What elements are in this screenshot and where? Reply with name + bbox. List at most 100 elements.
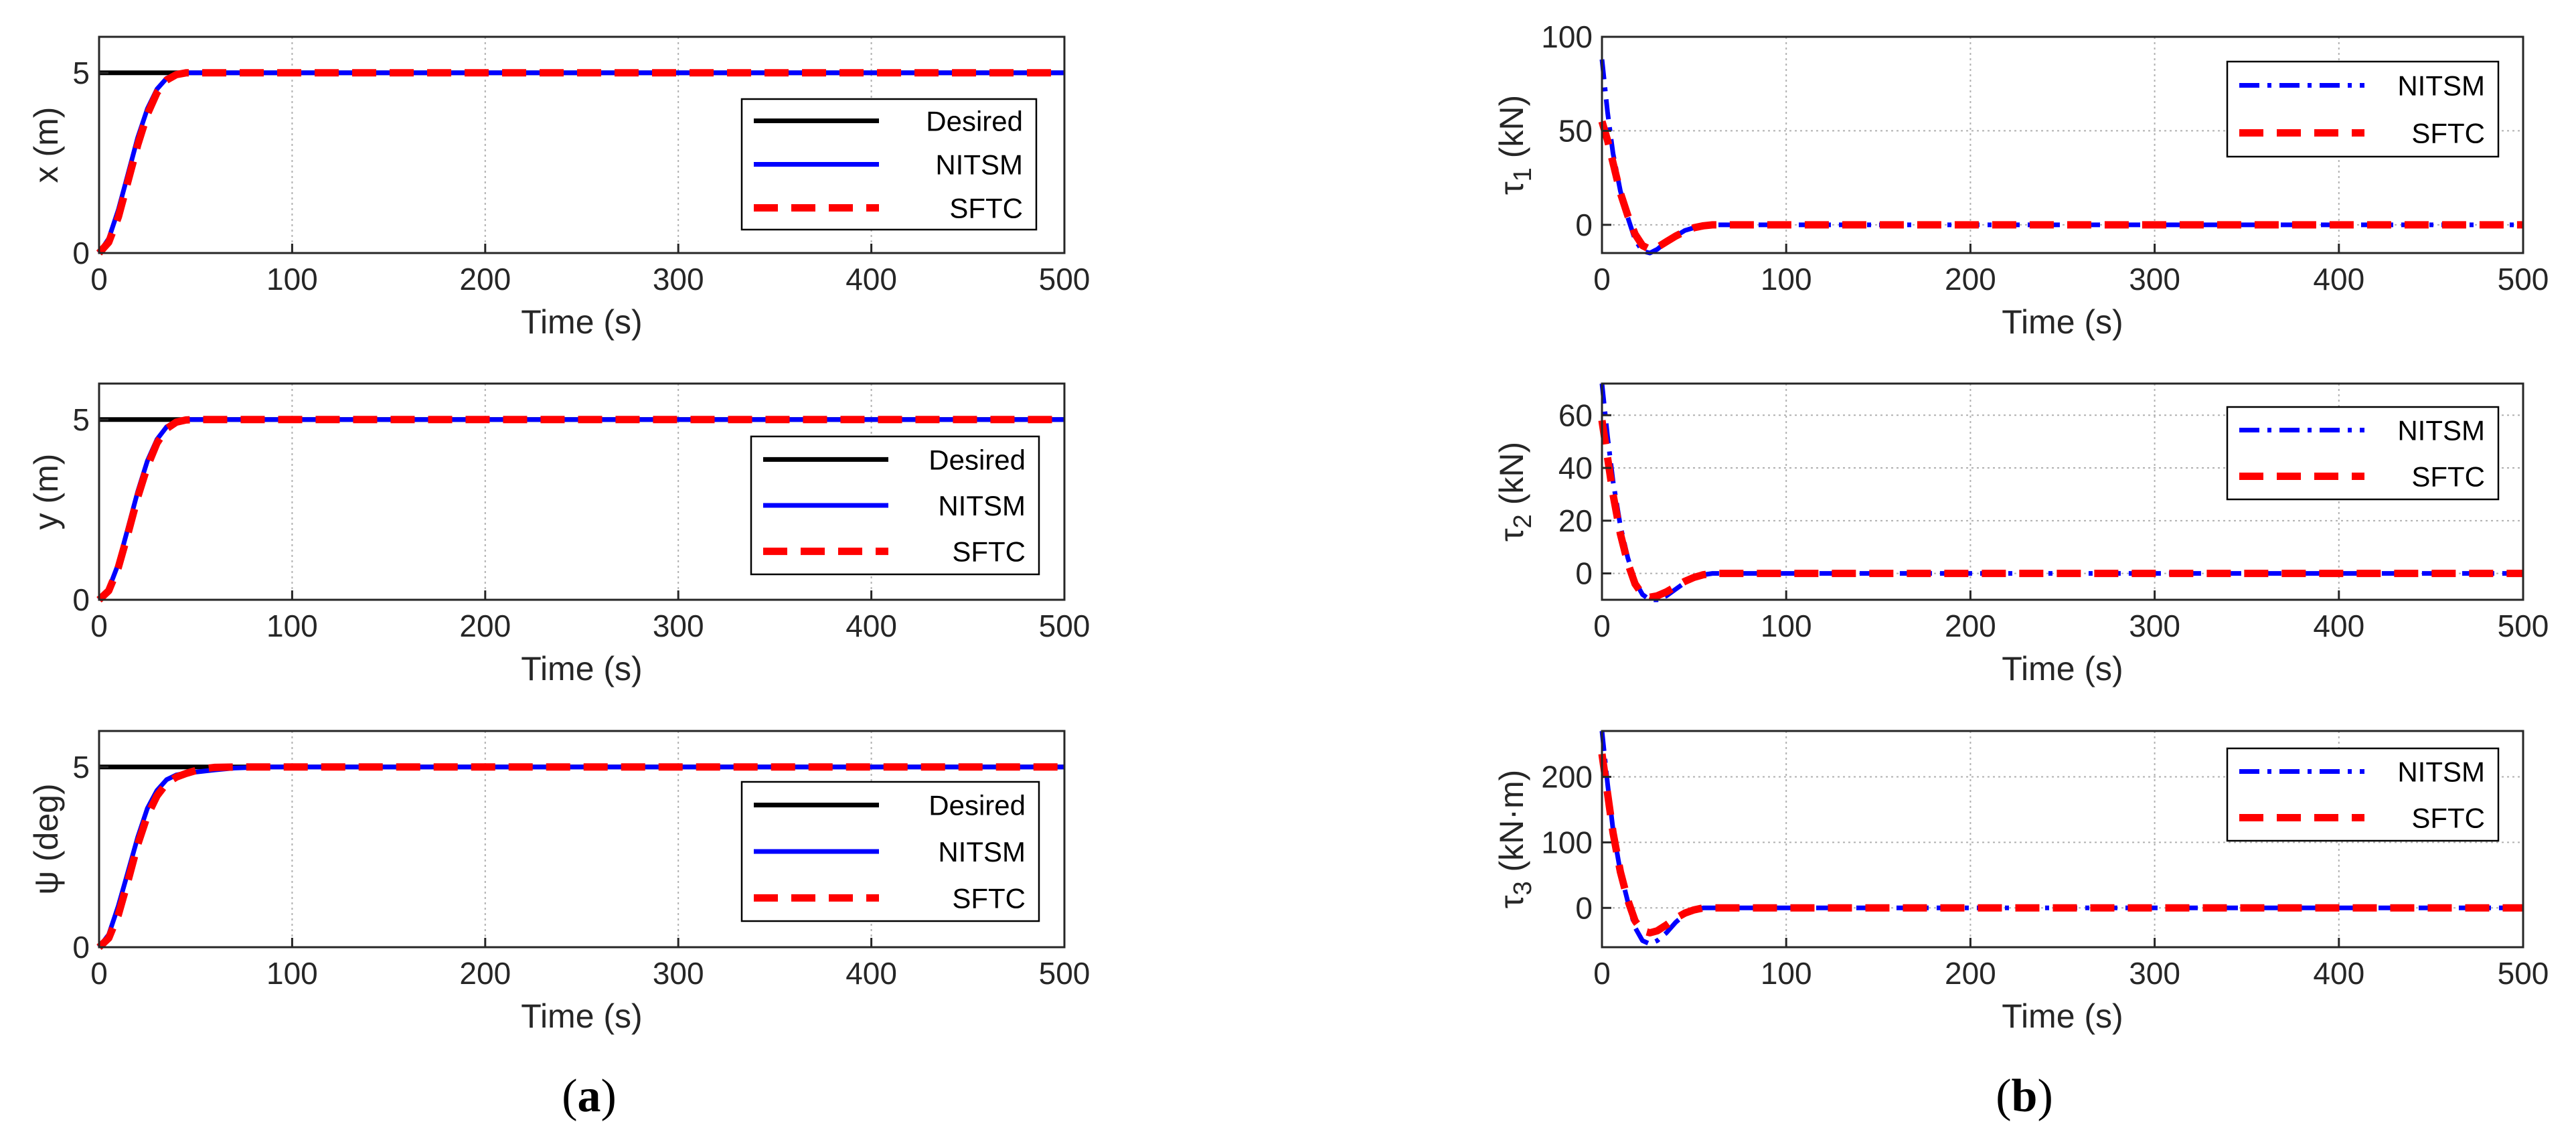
axes-box bbox=[1601, 382, 2524, 601]
y-tick-label: 5 bbox=[72, 56, 90, 90]
legend-label-nitsm: NITSM bbox=[938, 836, 1026, 868]
y-tick-label: 5 bbox=[72, 750, 90, 785]
x-tick-label: 500 bbox=[1039, 608, 1091, 643]
x-tick-label: 200 bbox=[1945, 608, 1996, 643]
y-axis-label-text: y (m) bbox=[27, 454, 65, 530]
x-tick-label: 100 bbox=[266, 262, 318, 297]
x-tick-label: 400 bbox=[2313, 608, 2364, 643]
y-tick-label: 0 bbox=[72, 930, 90, 965]
y-axis-label-unit: (kN·m) bbox=[1493, 770, 1530, 882]
y-tick-label: 0 bbox=[1575, 556, 1593, 591]
series-line-sftc bbox=[1598, 120, 2523, 253]
legend: NITSM SFTC bbox=[2226, 60, 2500, 158]
y-axis-label: x (m) bbox=[27, 107, 65, 183]
y-axis-label: τ1 (kN) bbox=[1493, 95, 1537, 195]
x-tick-label: 500 bbox=[1039, 262, 1091, 297]
x-tick-label: 100 bbox=[1761, 956, 1812, 991]
series-line-nitsm bbox=[1599, 59, 2523, 256]
panel-b-caption-letter: b bbox=[2012, 1070, 2038, 1122]
x-axis-label: Time (s) bbox=[521, 997, 642, 1035]
legend-box bbox=[2226, 747, 2500, 842]
x-tick-label: 0 bbox=[90, 262, 108, 297]
panel-b-caption-open: ( bbox=[1996, 1070, 2011, 1122]
panel-b-caption: (b) bbox=[1996, 1070, 2053, 1122]
y-axis-label-text: x (m) bbox=[27, 107, 65, 183]
x-tick-label: 300 bbox=[2129, 262, 2180, 297]
y-tick-label: 100 bbox=[1541, 19, 1593, 54]
y-axis-label-symbol: τ bbox=[1493, 895, 1530, 908]
y-tick-label: 200 bbox=[1541, 760, 1593, 795]
legend-label-sftc: SFTC bbox=[949, 193, 1023, 224]
chart-b2: 0 100 200 300 400 500 0 20 40 60 Time (s) τ2 (kN) NI… bbox=[1493, 382, 2549, 687]
x-tick-label: 0 bbox=[1593, 608, 1611, 643]
series-line-sftc bbox=[96, 69, 1064, 256]
panel-a-caption: (a) bbox=[562, 1070, 617, 1122]
x-tick-label: 300 bbox=[2129, 956, 2180, 991]
y-axis-label: y (m) bbox=[27, 454, 65, 530]
x-tick-label: 200 bbox=[459, 956, 511, 991]
axes-box bbox=[1601, 35, 2524, 254]
panel-a-caption-close: ) bbox=[601, 1070, 617, 1122]
panel-a-caption-open: ( bbox=[562, 1070, 577, 1122]
axes-box bbox=[1601, 730, 2524, 949]
axes-box bbox=[98, 382, 1066, 601]
legend: Desired NITSM SFTC bbox=[740, 98, 1038, 231]
legend: NITSM SFTC bbox=[2226, 747, 2500, 842]
legend-label-nitsm: NITSM bbox=[938, 490, 1026, 521]
x-tick-label: 500 bbox=[2498, 262, 2549, 297]
legend-label-sftc: SFTC bbox=[952, 882, 1026, 914]
legend: Desired NITSM SFTC bbox=[750, 435, 1040, 576]
y-axis-label-symbol: τ bbox=[1493, 528, 1530, 542]
y-axis-label: τ3 (kN·m) bbox=[1493, 770, 1537, 909]
y-tick-label: 0 bbox=[72, 582, 90, 617]
chart-b1: 0 100 200 300 400 500 0 50 100 Time (s) τ1 (kN) NIT… bbox=[1493, 19, 2549, 341]
axes-box bbox=[98, 35, 1066, 254]
y-tick-label: 5 bbox=[72, 402, 90, 437]
x-tick-label: 100 bbox=[266, 956, 318, 991]
x-tick-label: 200 bbox=[1945, 956, 1996, 991]
x-tick-label: 100 bbox=[266, 608, 318, 643]
x-tick-label: 300 bbox=[2129, 608, 2180, 643]
legend-label-nitsm: NITSM bbox=[935, 149, 1023, 181]
legend-label-desired: Desired bbox=[929, 790, 1026, 821]
chart-a3: 0 100 200 300 400 500 0 5 Time (s) ψ (deg) Desired… bbox=[27, 730, 1090, 1035]
x-axis-label: Time (s) bbox=[521, 303, 642, 341]
legend-label-desired: Desired bbox=[926, 106, 1023, 137]
series-line-sftc bbox=[1598, 420, 2523, 601]
y-axis-label: τ2 (kN) bbox=[1493, 442, 1537, 542]
x-tick-label: 500 bbox=[2498, 608, 2549, 643]
y-axis-label-text: ψ (deg) bbox=[27, 783, 65, 894]
y-axis-label-unit: (kN) bbox=[1493, 442, 1530, 514]
legend-label-desired: Desired bbox=[929, 444, 1026, 475]
y-axis-label-subscript: 3 bbox=[1509, 881, 1537, 895]
x-tick-label: 500 bbox=[2498, 956, 2549, 991]
x-axis-label: Time (s) bbox=[2002, 650, 2123, 687]
x-tick-label: 0 bbox=[90, 608, 108, 643]
y-tick-label: 40 bbox=[1558, 451, 1593, 485]
x-tick-label: 0 bbox=[90, 956, 108, 991]
chart-a1: 0 100 200 300 400 500 0 5 Time (s) x (m) Desired NI… bbox=[27, 35, 1091, 341]
y-axis-label-subscript: 1 bbox=[1509, 167, 1537, 181]
y-tick-label: 100 bbox=[1541, 825, 1593, 860]
x-tick-label: 100 bbox=[1761, 608, 1812, 643]
legend: Desired NITSM SFTC bbox=[740, 781, 1040, 922]
x-axis-label: Time (s) bbox=[2002, 303, 2123, 341]
series-line-sftc bbox=[96, 416, 1064, 603]
legend-label-nitsm: NITSM bbox=[2397, 70, 2485, 102]
panel-a-caption-letter: a bbox=[578, 1070, 601, 1122]
x-tick-label: 200 bbox=[1945, 262, 1996, 297]
series-line-nitsm bbox=[1599, 730, 2523, 947]
legend-label-sftc: SFTC bbox=[2411, 803, 2485, 834]
x-tick-label: 200 bbox=[459, 608, 511, 643]
x-tick-label: 300 bbox=[653, 262, 704, 297]
legend-label-nitsm: NITSM bbox=[2397, 756, 2485, 788]
y-tick-label: 0 bbox=[1575, 890, 1593, 925]
legend-box bbox=[2226, 60, 2500, 158]
y-axis-label-unit: (kN) bbox=[1493, 95, 1530, 167]
x-tick-label: 300 bbox=[653, 956, 704, 991]
y-tick-label: 60 bbox=[1558, 398, 1593, 432]
y-tick-label: 0 bbox=[72, 236, 90, 270]
x-tick-label: 100 bbox=[1761, 262, 1812, 297]
